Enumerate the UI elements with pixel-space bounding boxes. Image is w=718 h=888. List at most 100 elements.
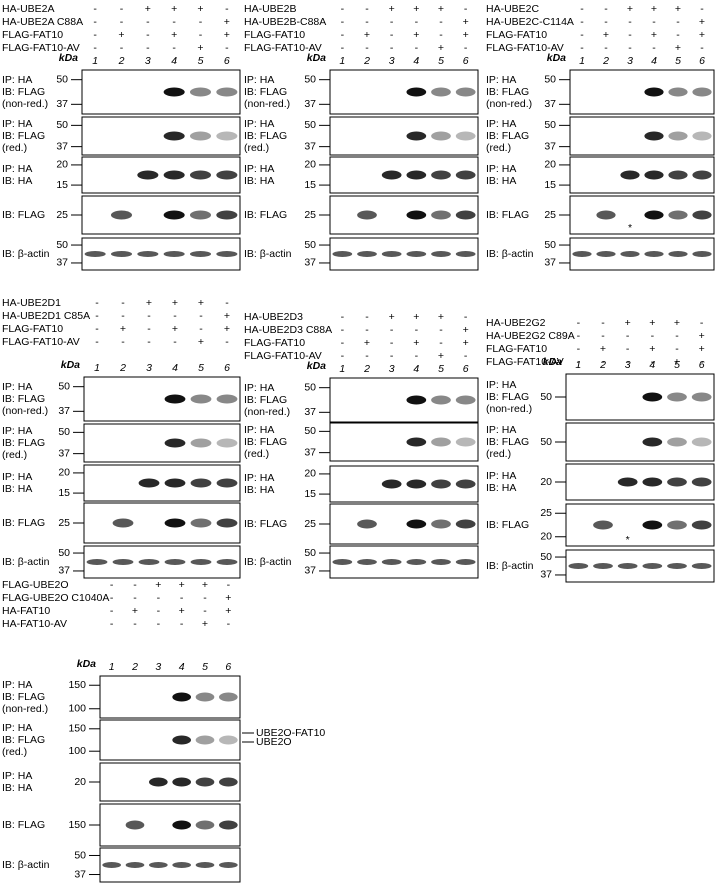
band — [172, 692, 192, 702]
condition-sign: + — [118, 29, 124, 41]
condition-sign: - — [147, 336, 151, 348]
condition-sign: - — [464, 3, 468, 15]
band — [189, 131, 212, 141]
mw-marker: 37 — [304, 140, 316, 152]
band — [164, 438, 186, 448]
mw-marker: 15 — [304, 179, 316, 191]
mw-marker: 50 — [304, 73, 316, 85]
condition-sign: - — [95, 336, 99, 348]
blot-frame — [329, 195, 479, 235]
band — [172, 862, 192, 868]
mw-marker: 37 — [304, 565, 316, 577]
condition-label: FLAG-FAT10-AV — [486, 356, 564, 368]
condition-sign: + — [198, 297, 204, 309]
band — [406, 170, 427, 180]
mw-marker: 150 — [68, 679, 86, 691]
band — [216, 478, 238, 488]
condition-sign: - — [93, 3, 97, 15]
mw-marker: 25 — [56, 209, 68, 221]
blot-label: IB: FLAG — [244, 86, 287, 98]
band — [219, 735, 238, 745]
condition-sign: - — [676, 16, 680, 28]
mw-marker: 37 — [544, 257, 556, 269]
blot-label: IB: β-actin — [244, 248, 292, 260]
condition-sign: - — [133, 592, 137, 604]
band — [642, 563, 663, 569]
condition-sign: - — [225, 336, 229, 348]
blot-label: IP: HA — [486, 424, 516, 436]
annotation: UBE2O-FAT10 — [256, 727, 325, 739]
band — [381, 559, 402, 565]
lane-number: 5 — [674, 359, 680, 371]
mw-marker: 37 — [544, 98, 556, 110]
band — [455, 170, 476, 180]
condition-sign: - — [365, 16, 369, 28]
band — [692, 210, 712, 220]
condition-sign: + — [225, 605, 231, 617]
blot-frame — [81, 116, 241, 156]
band — [219, 820, 238, 830]
condition-sign: + — [171, 3, 177, 15]
condition-sign: - — [227, 618, 231, 630]
mw-marker: 50 — [304, 425, 316, 437]
mw-marker: 37 — [58, 405, 70, 417]
band — [216, 87, 238, 97]
condition-sign: - — [121, 310, 125, 322]
blot-label: IB: FLAG — [486, 86, 529, 98]
lane-number: 6 — [699, 359, 705, 371]
condition-sign: - — [390, 16, 394, 28]
band — [644, 210, 664, 220]
band — [620, 251, 640, 257]
condition-sign: - — [415, 42, 419, 54]
mw-marker: 37 — [304, 446, 316, 458]
condition-sign: - — [341, 311, 345, 323]
condition-sign: - — [341, 3, 345, 15]
condition-sign: - — [390, 350, 394, 362]
lane-number: 1 — [92, 55, 98, 67]
band — [406, 437, 427, 447]
condition-sign: + — [179, 605, 185, 617]
band — [149, 862, 168, 868]
blot-frame — [99, 762, 241, 802]
band — [381, 479, 402, 489]
band — [620, 170, 640, 180]
blot-label: IB: FLAG — [2, 517, 45, 529]
band — [219, 692, 238, 702]
condition-sign: + — [179, 579, 185, 591]
kda-label: kDa — [59, 52, 78, 64]
blot-label: IB: FLAG — [2, 691, 45, 703]
condition-sign: + — [197, 42, 203, 54]
lane-number: 6 — [225, 661, 231, 673]
lane-number: 2 — [602, 55, 609, 67]
band — [406, 559, 427, 565]
band — [617, 563, 638, 569]
band — [455, 559, 476, 565]
condition-sign: - — [121, 297, 125, 309]
band — [406, 87, 427, 97]
mw-marker: 150 — [68, 723, 86, 735]
lane-number: 5 — [202, 661, 208, 673]
band — [455, 395, 476, 405]
condition-sign: - — [601, 356, 605, 368]
blot-label: IP: HA — [486, 118, 516, 130]
band — [668, 170, 688, 180]
band — [667, 520, 687, 530]
lane-number: 5 — [198, 362, 204, 374]
band — [668, 210, 688, 220]
lane-number: 2 — [119, 362, 126, 374]
condition-sign: - — [203, 605, 207, 617]
condition-label: FLAG-FAT10-AV — [2, 42, 80, 54]
band — [692, 87, 712, 97]
condition-sign: + — [224, 323, 230, 335]
lane-number: 3 — [625, 359, 631, 371]
band — [642, 477, 663, 487]
blot-label: IP: HA — [244, 472, 274, 484]
band — [455, 437, 476, 447]
condition-sign: - — [146, 16, 150, 28]
mw-marker: 37 — [74, 868, 86, 880]
blot-frame — [565, 373, 715, 421]
blot-label: IP: HA — [2, 74, 32, 86]
condition-sign: - — [199, 16, 203, 28]
condition-sign: + — [198, 336, 204, 348]
mw-marker: 50 — [56, 119, 68, 131]
